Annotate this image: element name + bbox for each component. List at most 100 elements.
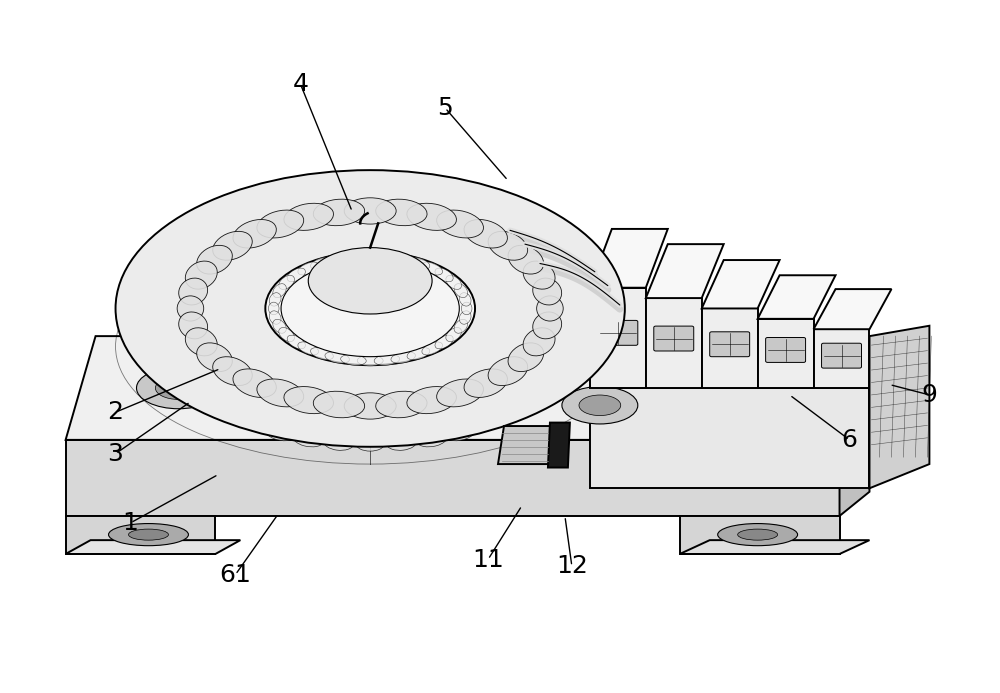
Polygon shape [590,388,869,489]
Ellipse shape [325,254,349,265]
Ellipse shape [269,311,281,324]
Polygon shape [814,329,869,388]
Polygon shape [66,440,840,516]
Text: 1: 1 [123,511,138,535]
Ellipse shape [437,379,483,407]
Ellipse shape [533,278,562,305]
Ellipse shape [488,231,528,260]
Ellipse shape [269,292,281,306]
Text: 11: 11 [472,547,504,572]
Ellipse shape [374,252,400,263]
Ellipse shape [279,328,294,342]
Ellipse shape [376,199,427,226]
Polygon shape [702,260,780,308]
Ellipse shape [185,261,217,289]
Ellipse shape [324,435,354,450]
Text: 4: 4 [292,71,308,96]
Text: 5: 5 [437,96,453,120]
Polygon shape [702,308,758,388]
Ellipse shape [155,376,202,399]
Ellipse shape [308,247,432,314]
Ellipse shape [718,523,798,545]
Ellipse shape [198,382,231,408]
Ellipse shape [464,369,507,397]
Ellipse shape [238,410,271,432]
Ellipse shape [265,252,475,365]
Ellipse shape [325,352,349,363]
Ellipse shape [177,296,204,321]
Ellipse shape [257,210,304,238]
Ellipse shape [386,435,417,450]
Ellipse shape [437,210,483,238]
Ellipse shape [422,342,442,355]
Ellipse shape [459,292,471,306]
Ellipse shape [508,343,544,371]
Ellipse shape [137,367,220,409]
Ellipse shape [407,347,430,360]
Ellipse shape [311,257,333,270]
Ellipse shape [491,397,524,421]
Ellipse shape [213,357,252,385]
Ellipse shape [129,529,168,540]
Ellipse shape [469,410,502,432]
Ellipse shape [313,392,365,418]
Ellipse shape [523,261,555,289]
Ellipse shape [264,421,297,441]
Ellipse shape [341,252,366,263]
Polygon shape [548,423,570,468]
Polygon shape [758,319,814,388]
Ellipse shape [357,251,383,261]
Ellipse shape [416,430,448,447]
Ellipse shape [344,393,396,419]
Ellipse shape [446,275,462,290]
Ellipse shape [298,342,318,355]
Ellipse shape [197,245,232,274]
Polygon shape [498,426,568,464]
Ellipse shape [374,354,400,365]
Polygon shape [590,229,668,288]
FancyBboxPatch shape [654,326,694,351]
Ellipse shape [532,349,563,378]
Ellipse shape [391,352,415,363]
Ellipse shape [185,328,217,356]
Ellipse shape [537,296,563,321]
Ellipse shape [216,397,249,421]
Ellipse shape [179,312,208,339]
Ellipse shape [109,523,188,545]
Ellipse shape [311,347,333,360]
Ellipse shape [391,254,415,265]
Ellipse shape [175,332,206,361]
Ellipse shape [357,356,383,366]
Polygon shape [66,516,215,554]
Ellipse shape [562,387,638,424]
Ellipse shape [523,328,555,356]
Ellipse shape [407,203,456,230]
Ellipse shape [446,328,462,342]
Ellipse shape [268,302,279,315]
Ellipse shape [233,369,276,397]
Ellipse shape [279,275,294,290]
Ellipse shape [356,437,384,451]
Ellipse shape [116,170,625,447]
FancyBboxPatch shape [822,343,861,368]
Polygon shape [869,336,899,489]
Text: 3: 3 [108,441,123,466]
FancyBboxPatch shape [710,332,750,357]
FancyBboxPatch shape [598,320,638,345]
Ellipse shape [488,357,528,385]
Ellipse shape [298,262,318,275]
Ellipse shape [293,430,325,447]
Ellipse shape [454,283,468,297]
Ellipse shape [273,283,286,297]
Ellipse shape [287,268,305,282]
Ellipse shape [178,349,209,378]
Ellipse shape [579,395,621,416]
Ellipse shape [464,220,507,248]
Ellipse shape [257,379,304,407]
Text: 12: 12 [556,554,588,579]
Ellipse shape [508,245,544,274]
Ellipse shape [233,220,276,248]
Ellipse shape [313,199,365,226]
Ellipse shape [185,366,217,394]
Ellipse shape [407,387,456,414]
